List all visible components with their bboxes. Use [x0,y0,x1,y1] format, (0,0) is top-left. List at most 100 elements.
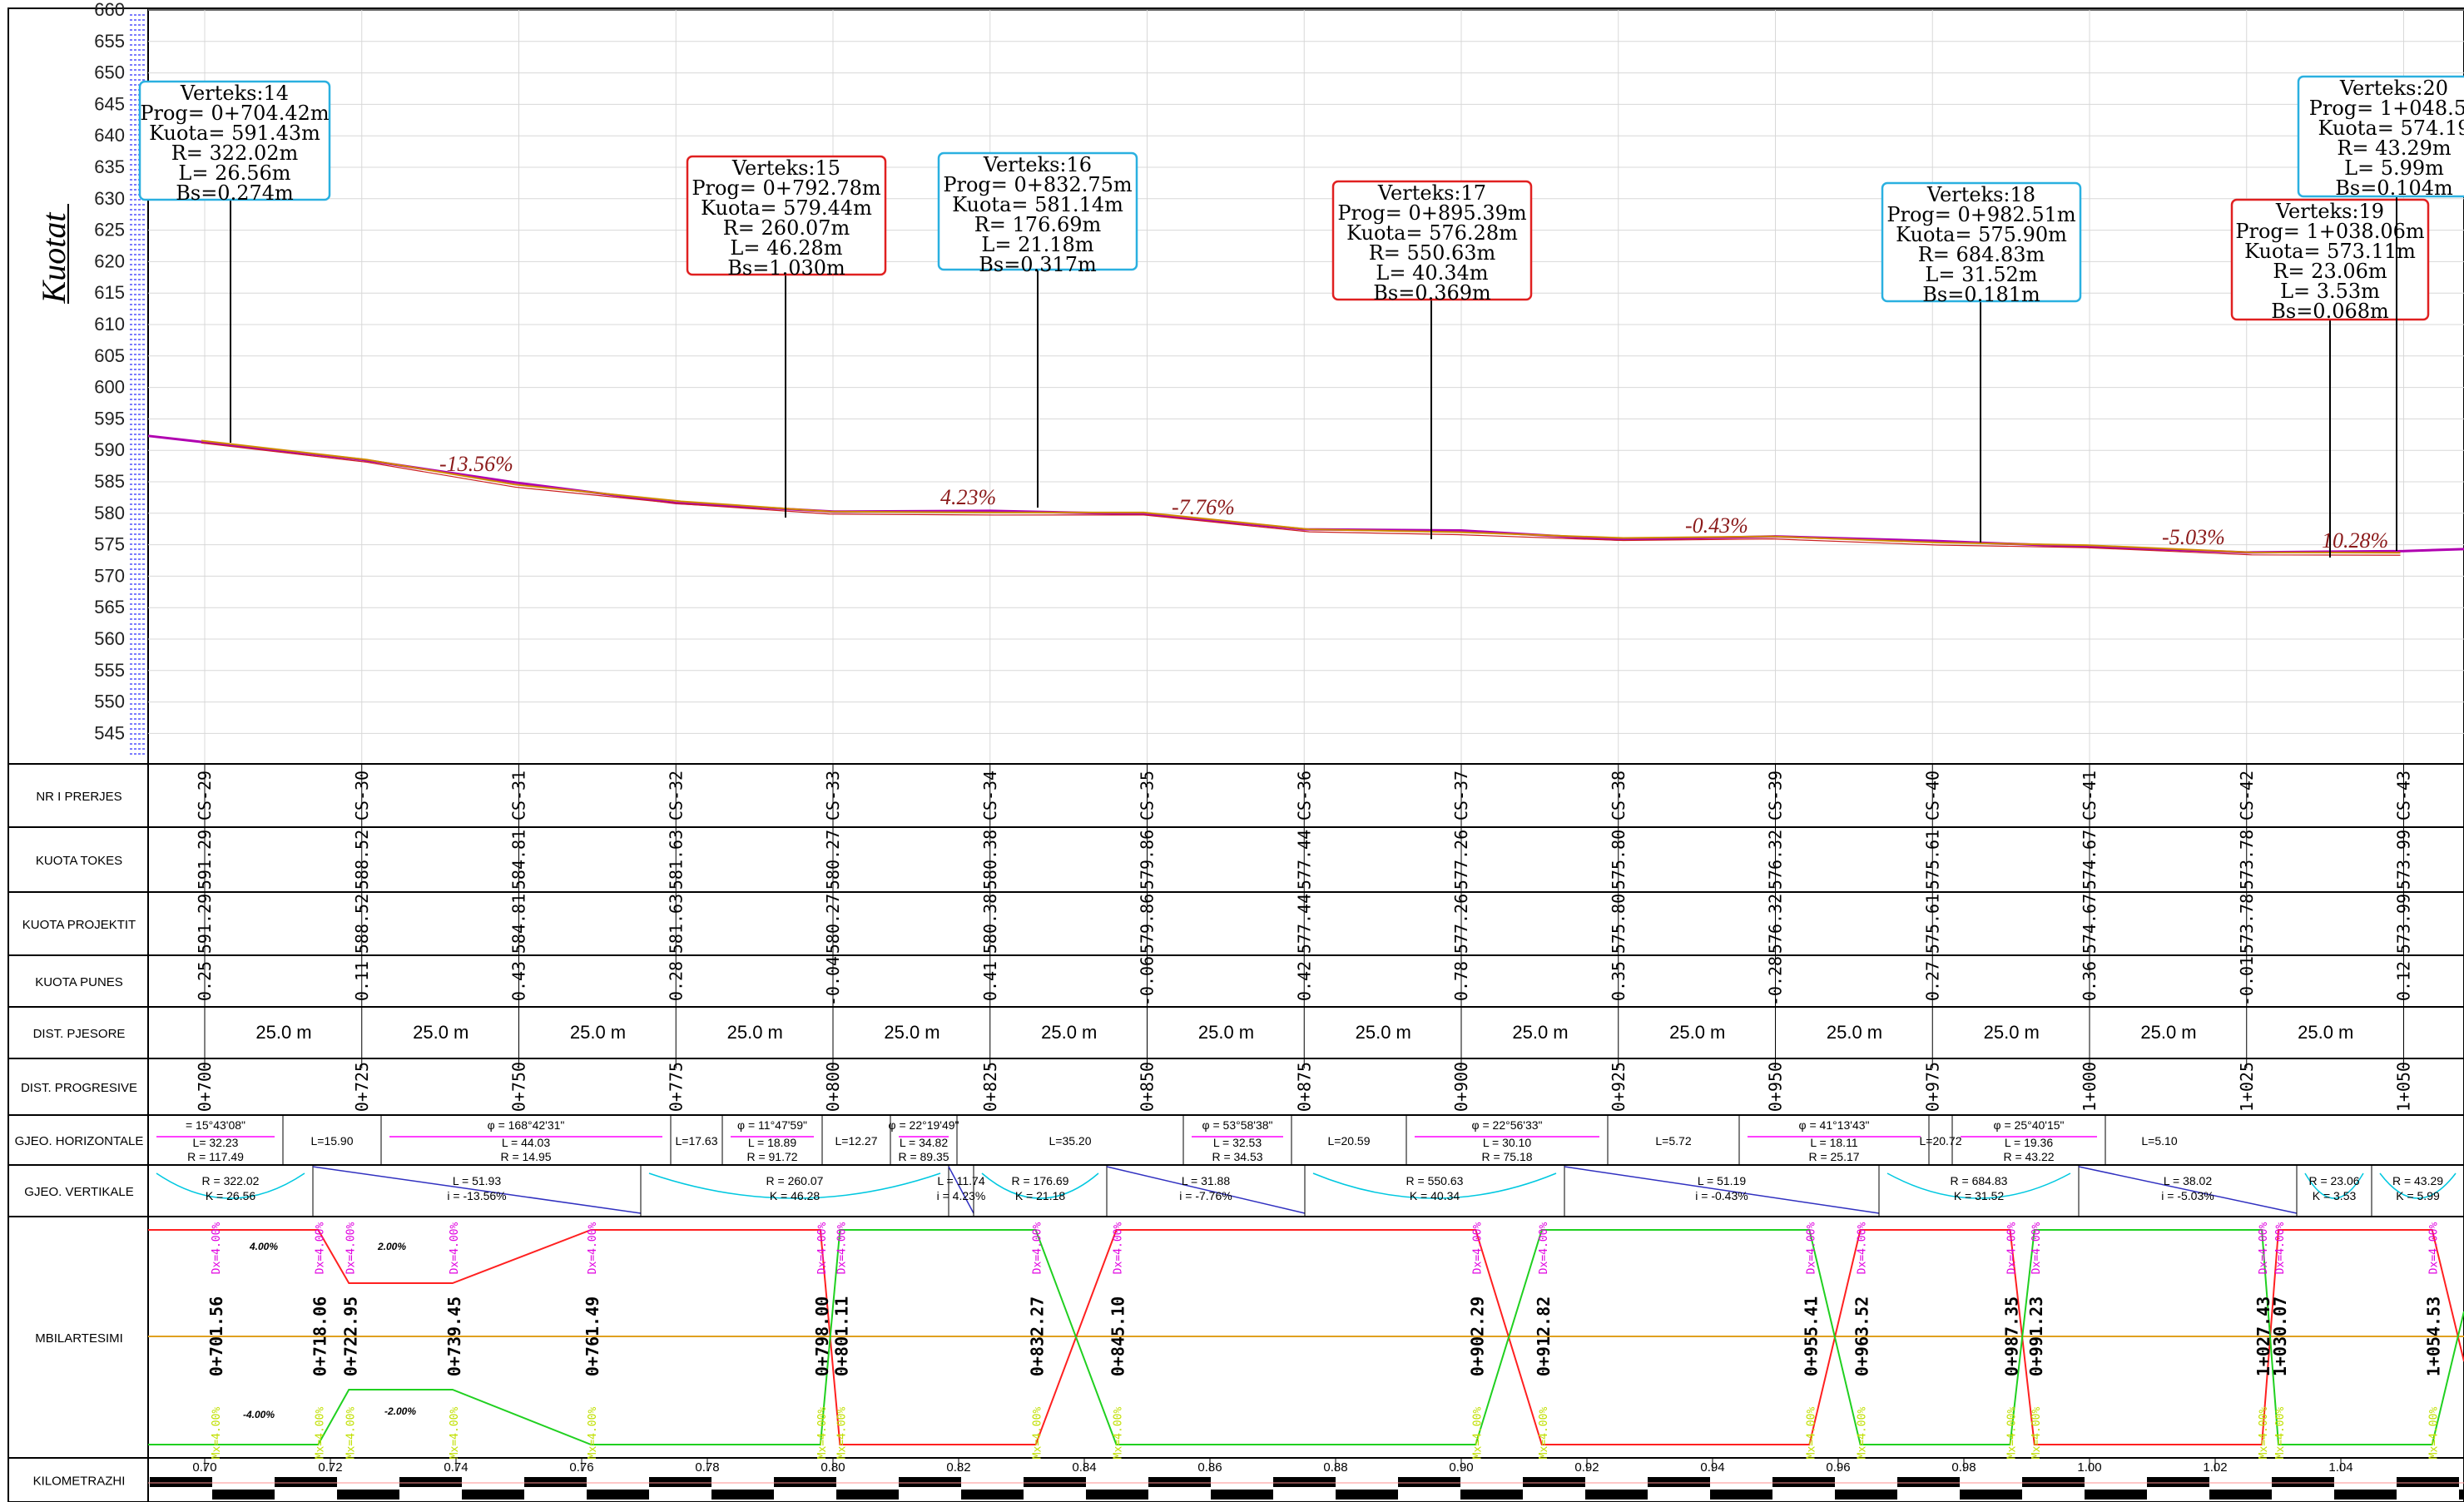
profile-table: NR I PRERJES KUOTA TOKES KUOTA PROJEKTIT KU… [8,763,2464,1500]
vertex-line: Prog= 1+048.57 [2309,97,2464,120]
vertical-param-a: L = 51.19 [1698,1174,1746,1187]
vertex-line: L= 46.28m [730,236,842,260]
vertical-param-b: K = 5.99 [2396,1189,2440,1202]
km-tick-label: 1.00 [2077,1460,2101,1475]
mx-label: Mx=4.00% [211,1407,223,1460]
elevation-tick-label: 545 [94,722,125,743]
km-scale-bar [711,1490,774,1500]
cut-fill-label: -0.28 [1766,956,1786,1006]
section-label: CS-43 [2394,771,2414,820]
curve-length: L = 44.03 [502,1136,550,1149]
dx-label: Dx=4.00% [1805,1222,1817,1275]
ground-elev-label: 573.78 [2237,830,2257,890]
superelevation-station: 1+030.07 [2270,1296,2290,1376]
elevation-tick-label: 555 [94,660,125,681]
cut-fill-label: 0.12 [2394,961,2414,1001]
mx-label: Mx=4.00% [1471,1407,1484,1460]
ground-elev-label: 588.52 [352,830,372,890]
mx-label: Mx=4.00% [587,1407,599,1460]
slope-label: 4.00% [249,1241,278,1252]
mx-label: Mx=4.00% [2030,1407,2043,1460]
mx-label: Mx=4.00% [1805,1407,1817,1460]
superelevation-station: 1+054.53 [2424,1296,2444,1376]
mx-label: Mx=4.00% [314,1407,326,1460]
section-label: CS-40 [1922,771,1942,820]
cut-fill-label: 0.27 [1922,961,1942,1001]
cut-fill-label: 0.11 [352,961,372,1001]
curve-angle: φ = 168°42'31" [488,1118,565,1132]
vertical-param-b: K = 31.52 [1954,1189,2005,1202]
vertical-param-a: R = 260.07 [766,1174,824,1187]
progressive-label: 0+925 [1609,1062,1629,1112]
vertex-line: L= 3.53m [2280,280,2380,303]
curve-angle: φ = 25°40'15" [1994,1118,2065,1132]
section-label: CS-35 [1138,771,1158,820]
section-label: CS-42 [2237,771,2257,820]
km-scale-bar [212,1490,275,1500]
vertex-line: Prog= 0+792.78m [692,176,881,200]
vertical-param-b: i = -5.03% [2161,1189,2214,1202]
km-scale-bar [1211,1490,1273,1500]
km-scale-bar [1710,1490,1772,1500]
grade-label: 10.28% [2322,528,2388,553]
axis-title: Kuotat [35,212,72,305]
dx-label: Dx=4.00% [449,1222,461,1275]
vertex-line: Verteks:19 [2275,200,2384,223]
km-scale-bar [1460,1490,1523,1500]
vertical-param-b: i = -0.43% [1695,1189,1748,1202]
row-header: GJEO. VERTIKALE [24,1185,133,1199]
progressive-label: 0+875 [1294,1062,1314,1112]
superelevation-station: 0+902.29 [1467,1296,1487,1376]
elevation-grid [130,9,2464,764]
ground-elev-label: 580.38 [980,830,1000,890]
partial-distance: 25.0 m [727,1022,783,1043]
elevation-tick-label: 610 [94,314,125,335]
mx-label: Mx=4.00% [1032,1407,1044,1460]
elevation-tick-label: 590 [94,439,125,460]
partial-distance: 25.0 m [1041,1022,1097,1043]
grade-label: -0.43% [1685,513,1748,538]
vertical-param-b: i = -13.56% [447,1189,506,1202]
km-scale-bar [275,1477,337,1487]
elevation-tick-label: 565 [94,597,125,617]
km-scale-bar [2459,1490,2464,1500]
row-header: KILOMETRAZHI [33,1475,126,1489]
dx-label: Dx=4.00% [1032,1222,1044,1275]
vertex-line: R= 260.07m [723,216,850,240]
progressive-label: 0+850 [1138,1062,1158,1112]
vertical-param-b: K = 46.28 [770,1189,821,1202]
mx-label: Mx=4.00% [835,1407,848,1460]
elevation-tick-label: 655 [94,31,125,52]
design-elev-label: 588.52 [352,894,372,954]
vertex-line: Bs=0.104m [2335,176,2453,200]
section-label: CS-30 [352,771,372,820]
row-header: KUOTA PROJEKTIT [22,918,136,932]
vertical-param-b: K = 3.53 [2313,1189,2357,1202]
design-elev-label: 580.27 [823,894,843,954]
tangent-length: L=35.20 [1049,1134,1092,1148]
vertex-line: Verteks:18 [1926,183,2035,206]
grade-label: -7.76% [1172,495,1235,519]
drawing-frame [7,7,2464,1502]
km-scale-bar [1086,1490,1148,1500]
km-scale-bar [337,1490,399,1500]
curve-length: L = 19.36 [2005,1136,2053,1149]
superelevation-station: 0+963.52 [1852,1296,1872,1376]
vertex-line: R= 550.63m [1369,241,1496,265]
km-scale-bar [961,1490,1024,1500]
tangent-length: L=5.72 [1655,1134,1691,1148]
mx-label: Mx=4.00% [2274,1407,2287,1460]
vertex-line: L= 21.18m [981,233,1093,256]
superelevation-station: 0+912.82 [1534,1296,1554,1376]
design-elev-label: 591.29 [195,894,215,954]
design-elev-label: 573.78 [2237,894,2257,954]
vertex-line: Bs=0.369m [1373,281,1491,305]
curve-length: L = 18.89 [748,1136,796,1149]
dx-label: Dx=4.00% [1471,1222,1484,1275]
curve-angle: = 15°43'08" [186,1118,245,1132]
cut-fill-label: 0.42 [1294,961,1314,1001]
slope-label: -4.00% [243,1409,275,1420]
elevation-tick-label: 605 [94,345,125,366]
